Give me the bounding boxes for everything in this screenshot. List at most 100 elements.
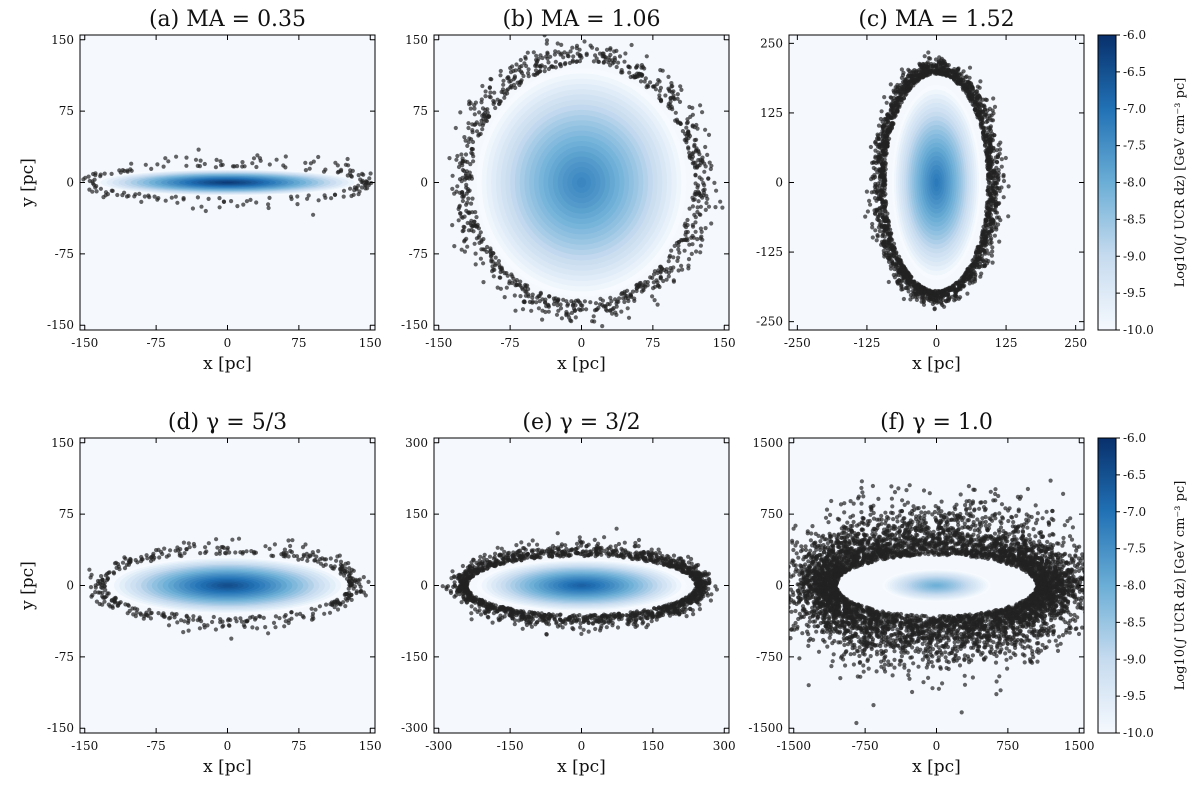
data-point <box>174 612 179 617</box>
data-point <box>518 294 523 299</box>
data-point <box>894 250 899 255</box>
data-point <box>912 68 917 73</box>
data-point <box>982 263 987 268</box>
data-point <box>686 145 691 150</box>
data-point <box>218 620 223 625</box>
data-point <box>217 205 222 210</box>
data-point <box>685 117 690 122</box>
data-point <box>947 73 952 79</box>
data-point <box>564 309 569 315</box>
data-point <box>955 287 960 292</box>
data-point <box>473 262 478 267</box>
data-point <box>343 162 348 167</box>
data-point <box>655 283 661 288</box>
data-point <box>497 262 502 267</box>
data-point <box>452 191 457 196</box>
y-tick-label: 0 <box>775 176 783 190</box>
data-point <box>1001 195 1006 200</box>
data-point <box>107 570 112 575</box>
data-point <box>945 291 950 297</box>
data-point <box>943 61 948 66</box>
data-point <box>473 223 478 228</box>
data-point <box>491 611 496 616</box>
data-point <box>579 543 584 548</box>
data-point <box>669 268 674 273</box>
data-point <box>348 186 353 191</box>
x-tick-label: 75 <box>645 336 660 350</box>
data-point <box>981 224 986 229</box>
data-point <box>701 181 706 186</box>
data-point <box>661 267 667 273</box>
x-axis-label: x [pc] <box>557 354 606 374</box>
data-point <box>942 304 947 309</box>
data-point <box>603 307 609 312</box>
data-point <box>602 535 607 540</box>
data-point <box>875 208 880 213</box>
data-point <box>693 220 698 225</box>
data-point <box>469 611 474 616</box>
data-point <box>241 202 246 207</box>
data-point <box>621 296 626 301</box>
data-point <box>301 615 306 620</box>
data-point <box>526 287 531 292</box>
data-point <box>465 220 470 226</box>
x-tick-label: -75 <box>146 336 165 350</box>
data-point <box>197 626 202 631</box>
data-point <box>271 553 276 559</box>
data-point <box>622 540 627 545</box>
data-point <box>879 223 884 228</box>
data-point <box>993 201 998 206</box>
data-point <box>993 207 998 213</box>
data-point <box>690 242 695 247</box>
data-point <box>694 564 699 569</box>
data-point <box>191 617 196 622</box>
data-point <box>610 61 615 66</box>
data-point <box>491 274 496 279</box>
data-point <box>544 41 549 46</box>
data-point <box>593 615 598 620</box>
data-point <box>546 302 551 307</box>
data-point <box>992 191 997 196</box>
data-point <box>356 173 361 178</box>
data-point <box>471 154 476 159</box>
data-point <box>914 297 920 302</box>
data-point <box>676 255 681 260</box>
data-point <box>634 283 639 288</box>
data-point <box>504 285 509 290</box>
data-point <box>868 202 873 207</box>
data-point <box>520 626 525 631</box>
data-point <box>600 336 604 340</box>
data-point <box>633 551 638 556</box>
data-point <box>922 67 927 72</box>
data-point <box>528 620 534 625</box>
data-point <box>288 194 294 199</box>
data-point <box>184 155 189 160</box>
data-point <box>283 165 288 170</box>
data-point <box>97 590 103 595</box>
data-point <box>139 559 144 564</box>
data-point <box>450 223 455 228</box>
x-tick-label: 150 <box>713 336 736 350</box>
data-point <box>870 235 875 240</box>
data-point <box>890 261 895 266</box>
data-point <box>676 239 682 245</box>
data-point <box>137 191 142 196</box>
data-point <box>310 550 315 555</box>
data-point <box>973 259 978 264</box>
data-point <box>894 104 900 109</box>
data-point <box>218 617 223 622</box>
data-point <box>141 616 146 621</box>
data-point <box>519 540 524 545</box>
data-point <box>480 127 485 132</box>
data-point <box>546 60 551 65</box>
data-point <box>495 285 500 290</box>
data-point <box>876 218 881 223</box>
data-point <box>505 87 510 92</box>
data-point <box>529 555 534 560</box>
data-point <box>330 602 335 607</box>
data-point <box>906 84 911 90</box>
data-point <box>977 106 983 111</box>
data-point <box>696 189 701 194</box>
data-point <box>117 168 122 173</box>
